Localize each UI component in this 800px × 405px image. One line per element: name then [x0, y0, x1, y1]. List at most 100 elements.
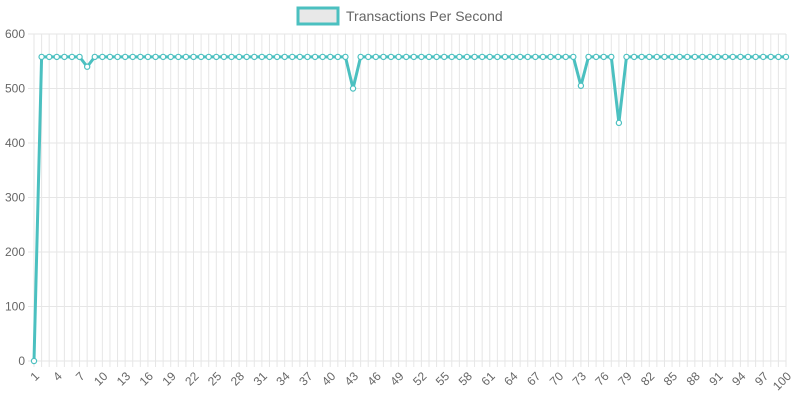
data-point[interactable] — [760, 53, 767, 61]
data-point[interactable] — [395, 53, 402, 61]
data-point[interactable] — [699, 53, 706, 61]
data-point[interactable] — [532, 53, 539, 61]
data-point[interactable] — [334, 53, 342, 61]
data-point[interactable] — [478, 53, 486, 61]
data-point[interactable] — [327, 53, 334, 61]
data-point[interactable] — [175, 53, 182, 61]
data-point[interactable] — [380, 53, 387, 61]
data-point[interactable] — [281, 53, 288, 61]
data-point[interactable] — [706, 53, 714, 61]
data-point[interactable] — [570, 53, 577, 61]
data-point[interactable] — [53, 53, 60, 61]
data-point[interactable] — [433, 53, 440, 61]
data-point[interactable] — [410, 53, 417, 61]
data-point[interactable] — [425, 53, 433, 61]
data-point[interactable] — [311, 53, 319, 61]
data-point[interactable] — [501, 53, 509, 61]
data-point[interactable] — [83, 63, 91, 70]
data-point[interactable] — [592, 53, 600, 61]
data-point[interactable] — [182, 53, 190, 61]
data-point[interactable] — [228, 53, 235, 61]
data-point[interactable] — [608, 53, 615, 61]
data-point[interactable] — [68, 53, 76, 61]
data-point[interactable] — [349, 85, 357, 92]
data-point[interactable] — [319, 53, 326, 61]
data-point[interactable] — [137, 53, 144, 61]
data-point[interactable] — [448, 53, 455, 61]
data-point[interactable] — [387, 53, 395, 61]
data-point[interactable] — [737, 53, 744, 61]
data-point[interactable] — [418, 53, 425, 61]
legend[interactable]: Transactions Per Second — [296, 6, 503, 26]
data-point[interactable] — [152, 53, 159, 61]
data-point[interactable] — [684, 53, 691, 61]
data-point[interactable] — [121, 53, 129, 61]
data-point[interactable] — [554, 53, 562, 61]
data-point[interactable] — [615, 119, 623, 127]
data-point[interactable] — [767, 53, 775, 61]
data-point[interactable] — [289, 53, 296, 61]
data-point[interactable] — [372, 53, 380, 61]
data-point[interactable] — [456, 53, 463, 61]
data-point[interactable] — [668, 53, 676, 61]
data-point[interactable] — [106, 53, 114, 61]
data-point[interactable] — [524, 53, 531, 61]
data-point[interactable] — [76, 53, 83, 61]
data-point[interactable] — [251, 53, 258, 61]
data-point[interactable] — [45, 53, 53, 61]
data-point[interactable] — [539, 53, 547, 61]
data-point[interactable] — [266, 53, 273, 61]
data-point[interactable] — [296, 53, 304, 61]
data-point[interactable] — [638, 53, 645, 61]
data-point[interactable] — [676, 53, 683, 61]
data-point[interactable] — [159, 53, 167, 61]
data-point[interactable] — [653, 53, 661, 61]
data-point[interactable] — [220, 53, 228, 61]
data-point[interactable] — [782, 53, 790, 61]
data-point[interactable] — [144, 53, 152, 61]
data-point[interactable] — [463, 53, 471, 61]
data-point[interactable] — [516, 53, 524, 61]
data-point[interactable] — [744, 53, 752, 61]
data-point[interactable] — [646, 53, 653, 61]
data-point[interactable] — [197, 53, 205, 61]
data-point[interactable] — [486, 53, 493, 61]
data-point[interactable] — [562, 53, 569, 61]
data-point[interactable] — [494, 53, 501, 61]
data-point[interactable] — [205, 53, 212, 61]
data-point[interactable] — [471, 53, 478, 61]
data-point[interactable] — [342, 53, 349, 61]
data-point[interactable] — [38, 53, 45, 61]
data-point[interactable] — [30, 357, 38, 365]
data-point[interactable] — [440, 53, 448, 61]
legend-swatch[interactable] — [296, 6, 340, 26]
data-point[interactable] — [623, 53, 630, 61]
data-point[interactable] — [61, 53, 68, 61]
data-point[interactable] — [91, 53, 98, 61]
data-point[interactable] — [273, 53, 281, 61]
data-point[interactable] — [509, 53, 516, 61]
data-point[interactable] — [585, 53, 592, 61]
data-point[interactable] — [600, 53, 607, 61]
data-point[interactable] — [365, 53, 372, 61]
data-point[interactable] — [752, 53, 759, 61]
data-point[interactable] — [213, 53, 220, 61]
data-point[interactable] — [167, 53, 174, 61]
data-point[interactable] — [114, 53, 121, 61]
data-point[interactable] — [243, 53, 250, 61]
data-point[interactable] — [714, 53, 721, 61]
data-point[interactable] — [99, 53, 106, 61]
data-point[interactable] — [691, 53, 699, 61]
data-point[interactable] — [304, 53, 311, 61]
data-point[interactable] — [190, 53, 197, 61]
data-point[interactable] — [729, 53, 737, 61]
legend-label[interactable]: Transactions Per Second — [346, 8, 503, 24]
data-point[interactable] — [258, 53, 266, 61]
data-point[interactable] — [630, 53, 638, 61]
data-point[interactable] — [577, 82, 585, 89]
data-point[interactable] — [235, 53, 243, 61]
data-point[interactable] — [775, 53, 782, 61]
data-point[interactable] — [357, 53, 364, 61]
data-point[interactable] — [129, 53, 136, 61]
data-point[interactable] — [547, 53, 554, 61]
